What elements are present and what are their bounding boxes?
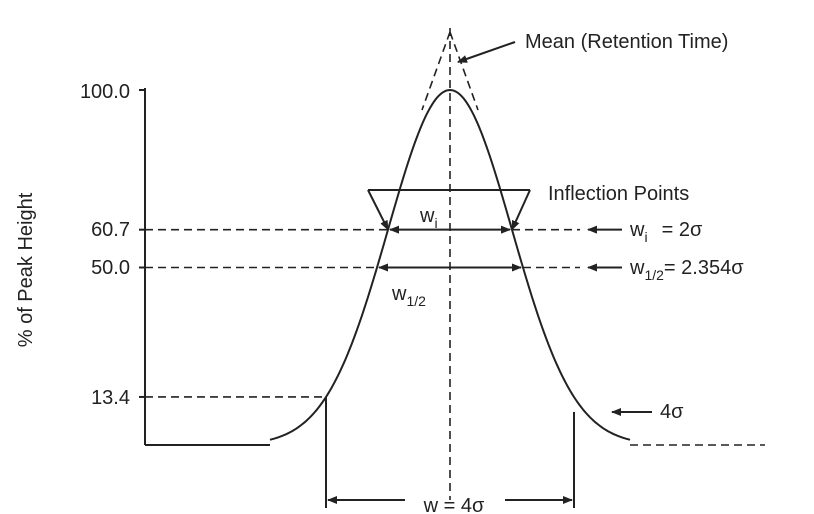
- w-half-eq: w1/2= 2.354σ: [629, 257, 744, 283]
- w-half-label: w1/2: [391, 283, 426, 309]
- tick-label: 13.4: [91, 387, 130, 409]
- peak-curve: [269, 88, 631, 441]
- w-i-label: wi: [419, 205, 438, 231]
- w-base-label: w = 4σ: [423, 495, 485, 514]
- sub: i: [644, 229, 647, 245]
- tangent: [449, 31, 479, 111]
- tick-label: 50.0: [91, 257, 130, 279]
- inflection-arm: [367, 189, 389, 231]
- w: w: [629, 257, 645, 279]
- y-axis-title: % of Peak Height: [15, 192, 37, 347]
- sub: i: [434, 215, 437, 231]
- tangent: [421, 31, 451, 111]
- w: w: [629, 219, 645, 241]
- w-i-eq: wi = 2σ: [629, 219, 703, 245]
- tick-label: 60.7: [91, 219, 130, 241]
- shapes: [139, 28, 765, 508]
- inflection-label: Inflection Points: [548, 183, 689, 205]
- rest: = 2σ: [662, 219, 703, 241]
- tick-label: 100.0: [80, 81, 130, 103]
- w: w: [419, 205, 435, 227]
- sub: 1/2: [644, 267, 664, 283]
- sub: 1/2: [406, 293, 426, 309]
- inflection-arm: [511, 189, 531, 231]
- four-sigma-label: 4σ: [660, 401, 684, 423]
- mean-label: Mean (Retention Time): [525, 31, 728, 53]
- pointer: [457, 41, 516, 63]
- w: w: [391, 283, 407, 305]
- rest: = 2.354σ: [664, 257, 744, 279]
